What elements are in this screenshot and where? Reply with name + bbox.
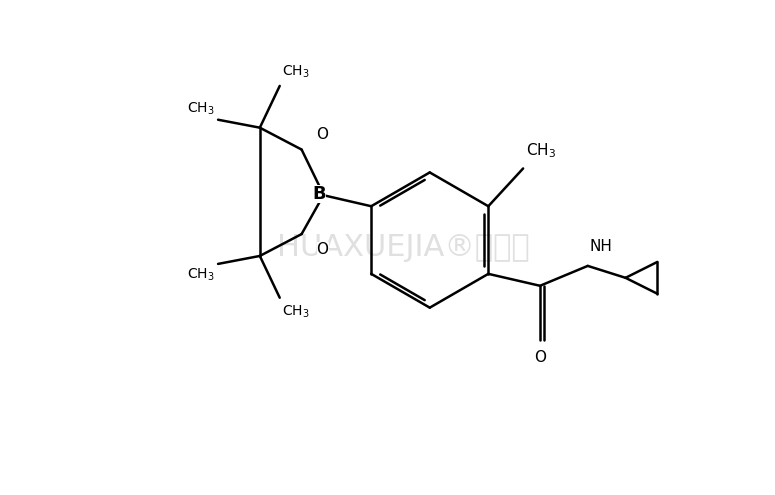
Text: CH$_3$: CH$_3$ <box>188 100 215 117</box>
Text: CH$_3$: CH$_3$ <box>526 142 556 160</box>
Text: B: B <box>312 185 326 203</box>
Text: O: O <box>316 242 329 257</box>
Text: CH$_3$: CH$_3$ <box>188 267 215 283</box>
Text: NH: NH <box>590 239 612 254</box>
Text: CH$_3$: CH$_3$ <box>281 304 309 320</box>
Text: CH$_3$: CH$_3$ <box>281 63 309 80</box>
Text: O: O <box>534 350 546 365</box>
Text: HUAXUEJIA®化学加: HUAXUEJIA®化学加 <box>277 233 529 262</box>
Text: O: O <box>316 127 329 142</box>
